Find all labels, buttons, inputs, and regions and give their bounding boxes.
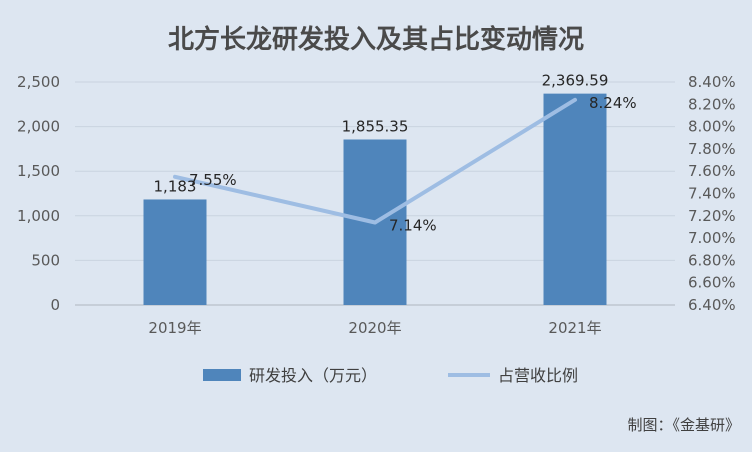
bar-value-label: 2,369.59 (542, 72, 609, 90)
right-tick-label: 8.20% (688, 95, 736, 113)
data-labels: 1,183 1,855.35 2,369.59 7.55% 7.14% 8.24% (154, 72, 637, 235)
left-tick-label: 500 (31, 251, 60, 269)
line-value-label: 7.14% (389, 216, 437, 234)
legend-bar-label: 研发投入（万元） (249, 366, 377, 385)
line-value-label: 8.24% (589, 94, 637, 112)
right-tick-label: 8.40% (688, 73, 736, 91)
bar (543, 93, 607, 305)
right-tick-label: 8.00% (688, 118, 736, 136)
legend-bar-swatch (203, 369, 241, 381)
left-tick-label: 2,000 (17, 118, 60, 136)
line-value-label: 7.55% (189, 171, 237, 189)
right-tick-label: 6.80% (688, 251, 736, 269)
x-tick-label: 2021年 (548, 319, 601, 337)
right-tick-label: 6.40% (688, 296, 736, 314)
x-tick-label: 2019年 (148, 319, 201, 337)
right-tick-label: 7.00% (688, 229, 736, 247)
legend-line-label: 占营收比例 (498, 366, 578, 385)
line-path (173, 97, 577, 225)
line-series (173, 97, 577, 225)
bar-value-label: 1,855.35 (342, 118, 409, 136)
right-tick-label: 7.40% (688, 185, 736, 203)
bar-series (143, 93, 607, 305)
right-axis-ticks: 6.40% 6.60% 6.80% 7.00% 7.20% 7.40% 7.60% 7.80%… (688, 73, 736, 314)
chart-title: 北方长龙研发投入及其占比变动情况 (168, 24, 584, 55)
left-axis-ticks: 0 500 1,000 1,500 2,000 2,500 (17, 73, 60, 314)
bar-value-label: 1,183 (154, 177, 197, 195)
right-tick-label: 7.80% (688, 140, 736, 158)
x-tick-label: 2020年 (348, 319, 401, 337)
bar (143, 199, 207, 305)
left-tick-label: 2,500 (17, 73, 60, 91)
legend: 研发投入（万元） 占营收比例 (203, 366, 578, 385)
right-tick-label: 6.60% (688, 274, 736, 292)
right-tick-label: 7.20% (688, 207, 736, 225)
credit-text: 制图：《金基研》 (627, 416, 740, 434)
left-tick-label: 0 (50, 296, 60, 314)
x-axis-labels: 2019年 2020年 2021年 (148, 319, 601, 337)
left-tick-label: 1,500 (17, 162, 60, 180)
left-tick-label: 1,000 (17, 207, 60, 225)
right-tick-label: 7.60% (688, 162, 736, 180)
